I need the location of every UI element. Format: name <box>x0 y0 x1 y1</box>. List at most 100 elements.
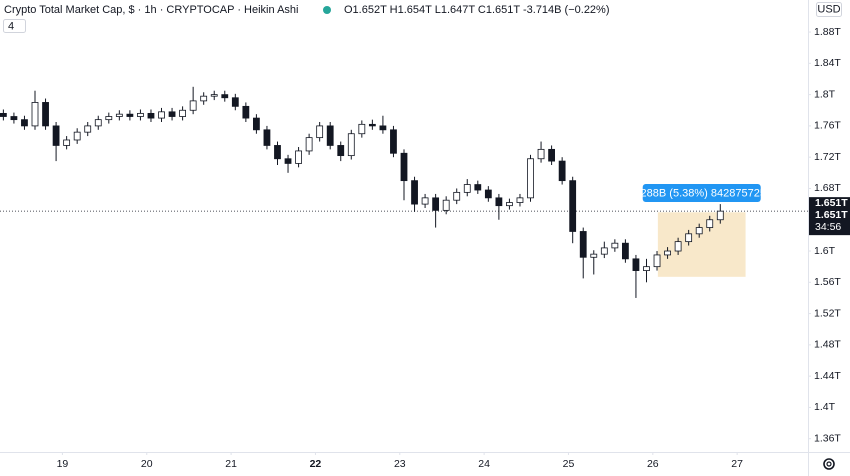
countdown: 34:56 <box>815 221 841 233</box>
candle <box>253 114 260 134</box>
candle <box>653 251 661 271</box>
candle-body <box>0 112 7 117</box>
x-tick-label: 25 <box>563 458 575 470</box>
candle-body <box>368 123 376 127</box>
candle <box>305 133 313 155</box>
candle-body <box>326 125 334 146</box>
candle-body <box>484 189 492 199</box>
candle-body <box>84 125 92 133</box>
indicator-box[interactable] <box>3 19 26 33</box>
candle <box>674 237 682 255</box>
candle <box>10 112 18 124</box>
candle-body <box>147 112 155 119</box>
candle-body <box>274 145 281 160</box>
candle <box>274 141 281 166</box>
candle-body <box>105 116 113 121</box>
price-tag: 1.651T <box>815 209 848 221</box>
status-dot <box>323 6 331 14</box>
candle-body <box>706 219 714 228</box>
candle <box>21 115 28 130</box>
candle-body <box>442 199 450 211</box>
candle-body <box>516 197 524 203</box>
candle <box>432 193 440 228</box>
candle <box>73 128 81 144</box>
candle-body <box>231 97 239 107</box>
candle-body <box>358 123 366 135</box>
candle-body <box>695 227 703 235</box>
candle-body <box>685 233 693 243</box>
candle <box>442 196 450 215</box>
y-tick-label: 1.76T <box>814 120 841 132</box>
candle-body <box>179 109 187 117</box>
gear-hub[interactable] <box>826 461 832 467</box>
y-tick-label: 1.44T <box>814 370 841 382</box>
candle-body <box>200 95 208 102</box>
candle <box>716 204 724 224</box>
candle <box>94 115 102 130</box>
candle-body <box>421 197 429 205</box>
candle-body <box>221 94 229 99</box>
candle-body <box>653 254 661 268</box>
candle <box>147 109 155 122</box>
candle-body <box>316 125 324 139</box>
candle-body <box>94 119 102 127</box>
candle-body <box>337 145 345 157</box>
candle-body <box>411 180 418 205</box>
measure-label: 84.288B (5.38%) 84287572587 <box>625 187 778 199</box>
currency-label[interactable]: USD <box>817 3 840 15</box>
x-tick-label: 20 <box>141 458 153 470</box>
candle-body <box>52 125 60 146</box>
candle <box>158 107 165 122</box>
candle-body <box>31 102 39 127</box>
candle <box>621 239 629 263</box>
x-tick-label: 19 <box>57 458 69 470</box>
chart-title: Crypto Total Market Cap, $ · 1h · CRYPTO… <box>4 4 298 16</box>
candle <box>42 98 49 130</box>
candle-body <box>569 180 577 232</box>
candle-body <box>579 231 587 258</box>
candle-body <box>664 250 671 256</box>
candle <box>611 239 619 252</box>
settings-button[interactable] <box>823 458 835 470</box>
gear-ring[interactable] <box>823 458 835 470</box>
candle <box>537 141 545 163</box>
candle-body <box>305 137 313 152</box>
currency-button[interactable]: USD <box>816 2 842 17</box>
candle <box>379 115 387 134</box>
candle <box>484 186 492 202</box>
candle <box>337 141 345 162</box>
candle-body <box>189 100 197 111</box>
x-tick-label: 21 <box>225 458 237 470</box>
currency-box[interactable] <box>816 2 842 17</box>
candle <box>527 154 534 202</box>
candle <box>84 121 92 137</box>
candle <box>179 106 187 121</box>
candle <box>390 125 397 158</box>
candle <box>579 227 587 279</box>
candle <box>421 193 429 209</box>
candle <box>137 109 144 121</box>
candle <box>31 90 39 130</box>
y-tick-label: 1.36T <box>814 432 841 444</box>
candle-body <box>495 197 503 207</box>
candle-body <box>63 139 71 146</box>
indicator-toggle[interactable]: 4 <box>3 19 26 33</box>
candle <box>126 110 134 121</box>
indicator-count[interactable]: 4 <box>8 20 14 32</box>
candle-body <box>126 113 134 117</box>
candle-body <box>379 125 387 131</box>
y-tick-label: 1.88T <box>814 26 841 38</box>
candle-body <box>210 94 218 97</box>
candle <box>643 258 650 283</box>
candle-body <box>527 158 534 199</box>
candle <box>210 90 218 101</box>
y-tick-label: 1.68T <box>814 182 841 194</box>
candle-body <box>242 105 250 119</box>
price-tag-bg <box>809 197 850 236</box>
candle-body <box>400 152 408 182</box>
candle-body <box>73 131 81 141</box>
candle-body <box>347 133 355 157</box>
candle <box>474 180 482 194</box>
candle <box>326 121 334 150</box>
